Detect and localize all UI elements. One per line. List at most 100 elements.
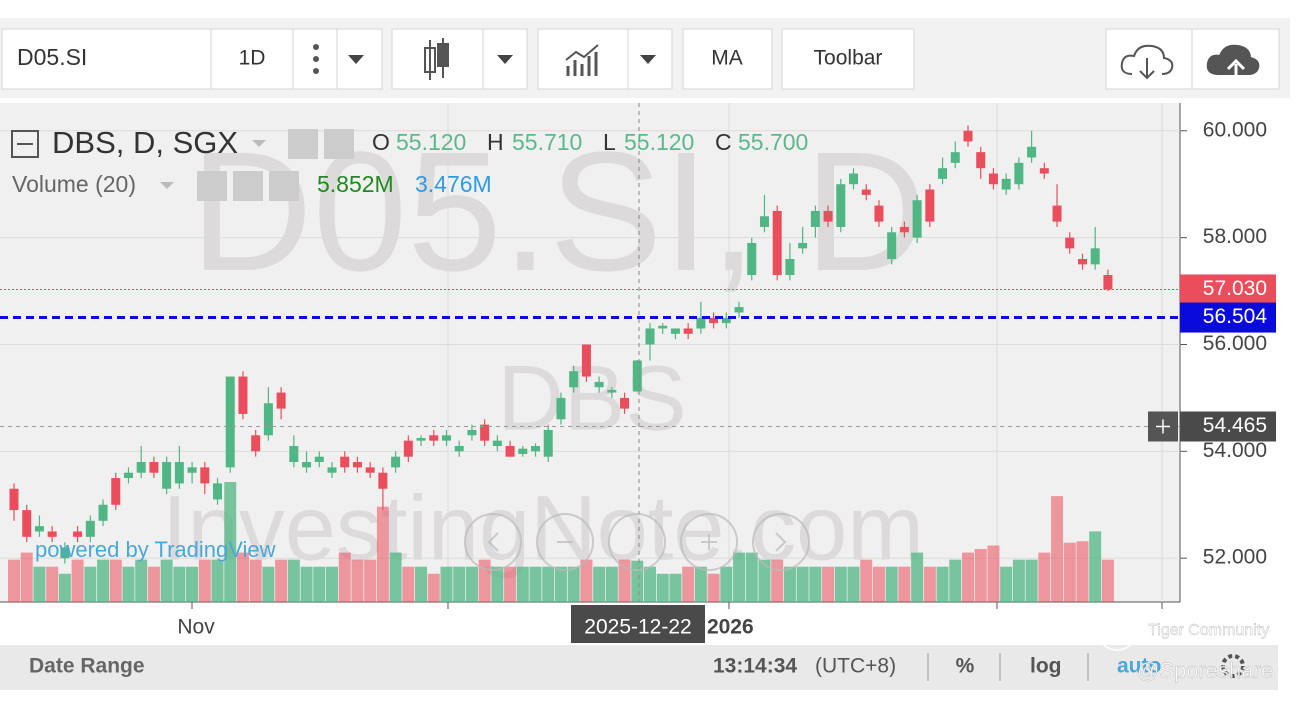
percent-btn[interactable]: %: [956, 655, 975, 678]
legend-title: DBS, D, SGX: [52, 125, 238, 160]
candle-body: [543, 429, 553, 457]
log-btn[interactable]: log: [1030, 655, 1062, 678]
date-range[interactable]: Date Range: [29, 655, 145, 678]
candle-body: [849, 173, 859, 185]
volume-bar: [1051, 496, 1064, 602]
volume-bar: [834, 566, 847, 602]
dropdown[interactable]: [497, 55, 513, 64]
gear-btn[interactable]: [324, 129, 354, 159]
c-label: C: [715, 129, 732, 155]
candle-body: [1103, 275, 1113, 290]
candle-body: [276, 392, 286, 409]
cloud-download[interactable]: [1120, 44, 1174, 80]
nav-buttons[interactable]: [464, 513, 810, 571]
more-icon[interactable]: [313, 44, 319, 74]
candle-body: [1090, 248, 1100, 265]
candle-body: [556, 397, 566, 420]
candle-body: [810, 210, 820, 227]
candle-body: [123, 472, 133, 479]
volume-bar: [224, 482, 237, 602]
o-value: 55.120: [396, 129, 466, 155]
ma-label[interactable]: MA: [711, 47, 743, 70]
crosshair-price-box: [1180, 411, 1276, 442]
plot: [0, 125, 1180, 602]
candle-body: [98, 504, 108, 521]
candle-body: [429, 435, 439, 441]
collapse-btn[interactable]: [11, 130, 39, 158]
volume-bar: [1076, 541, 1089, 602]
candle-body: [34, 526, 44, 532]
auto-btn[interactable]: auto: [1117, 655, 1161, 678]
dropdown[interactable]: [348, 55, 364, 64]
symbol[interactable]: D05.SI: [17, 44, 87, 70]
volume-ma-value: 3.476M: [415, 171, 492, 197]
candle-body: [912, 200, 922, 238]
volume-bar: [338, 552, 351, 602]
candle-body: [785, 259, 795, 276]
interval[interactable]: 1D: [239, 47, 266, 70]
candle-body: [454, 445, 464, 452]
eye-btn[interactable]: [288, 129, 318, 159]
cloud-upload[interactable]: [1206, 44, 1260, 75]
volume-bar: [911, 552, 924, 602]
toolbar-label[interactable]: Toolbar: [814, 47, 883, 70]
plus-icon: [1156, 419, 1170, 434]
volume-bar: [236, 552, 249, 602]
candle-body: [200, 467, 210, 484]
candle-body: [670, 328, 680, 334]
volume-bar: [249, 559, 262, 602]
volume-bar: [326, 566, 338, 602]
dropdown[interactable]: [252, 140, 266, 147]
volume-bar: [860, 559, 873, 602]
settings-icon[interactable]: [1221, 654, 1245, 678]
close-btn[interactable]: [269, 171, 299, 201]
volume-bar: [771, 559, 784, 602]
volume-bar: [580, 559, 593, 602]
volume-bar: [1012, 559, 1025, 602]
volume-bar: [465, 566, 478, 602]
volume-bar: [300, 566, 313, 602]
volume-bar: [440, 566, 453, 602]
candle-body: [340, 456, 350, 468]
volume-bar: [8, 559, 20, 602]
candle-body: [441, 435, 451, 441]
l-label: L: [603, 129, 616, 155]
candle-body: [225, 376, 235, 468]
price-label-box: [1180, 274, 1276, 305]
volume-bar: [1000, 566, 1013, 602]
volume-bar: [733, 552, 746, 602]
l-value: 55.120: [624, 129, 694, 155]
volume-bar: [936, 566, 949, 602]
clock: 13:14:34: [713, 655, 797, 678]
volume-bar: [682, 566, 695, 602]
candle-body: [391, 456, 401, 468]
volume-bar: [554, 566, 567, 602]
powered-by[interactable]: powered by TradingView: [35, 537, 276, 562]
candle-body: [798, 242, 808, 249]
price-label-box: [1180, 302, 1276, 333]
candle-body: [467, 429, 477, 436]
timezone[interactable]: (UTC+8): [815, 655, 896, 678]
eye-btn[interactable]: [197, 171, 227, 201]
gear-btn[interactable]: [233, 171, 263, 201]
volume-bar: [109, 559, 122, 602]
candle-body: [187, 467, 197, 473]
toolbar-btn[interactable]: [781, 28, 915, 90]
user-watermark: @Sporeshare: [1137, 658, 1273, 683]
candle-body: [963, 130, 973, 142]
price-label: 56.504: [1203, 305, 1268, 328]
volume-bar: [71, 559, 84, 602]
candle-body: [581, 344, 591, 377]
y-tick-label: 54.000: [1203, 439, 1267, 462]
volume-bar: [1038, 552, 1051, 602]
volume-bar: [529, 566, 542, 602]
price-label: 57.030: [1203, 277, 1267, 300]
candle-body: [721, 317, 731, 324]
dropdown[interactable]: [640, 55, 656, 64]
candle-body: [1039, 168, 1049, 174]
ma-btn[interactable]: [682, 28, 773, 90]
volume-bar: [504, 566, 517, 602]
dropdown[interactable]: [160, 182, 174, 189]
candle-body: [403, 440, 413, 457]
